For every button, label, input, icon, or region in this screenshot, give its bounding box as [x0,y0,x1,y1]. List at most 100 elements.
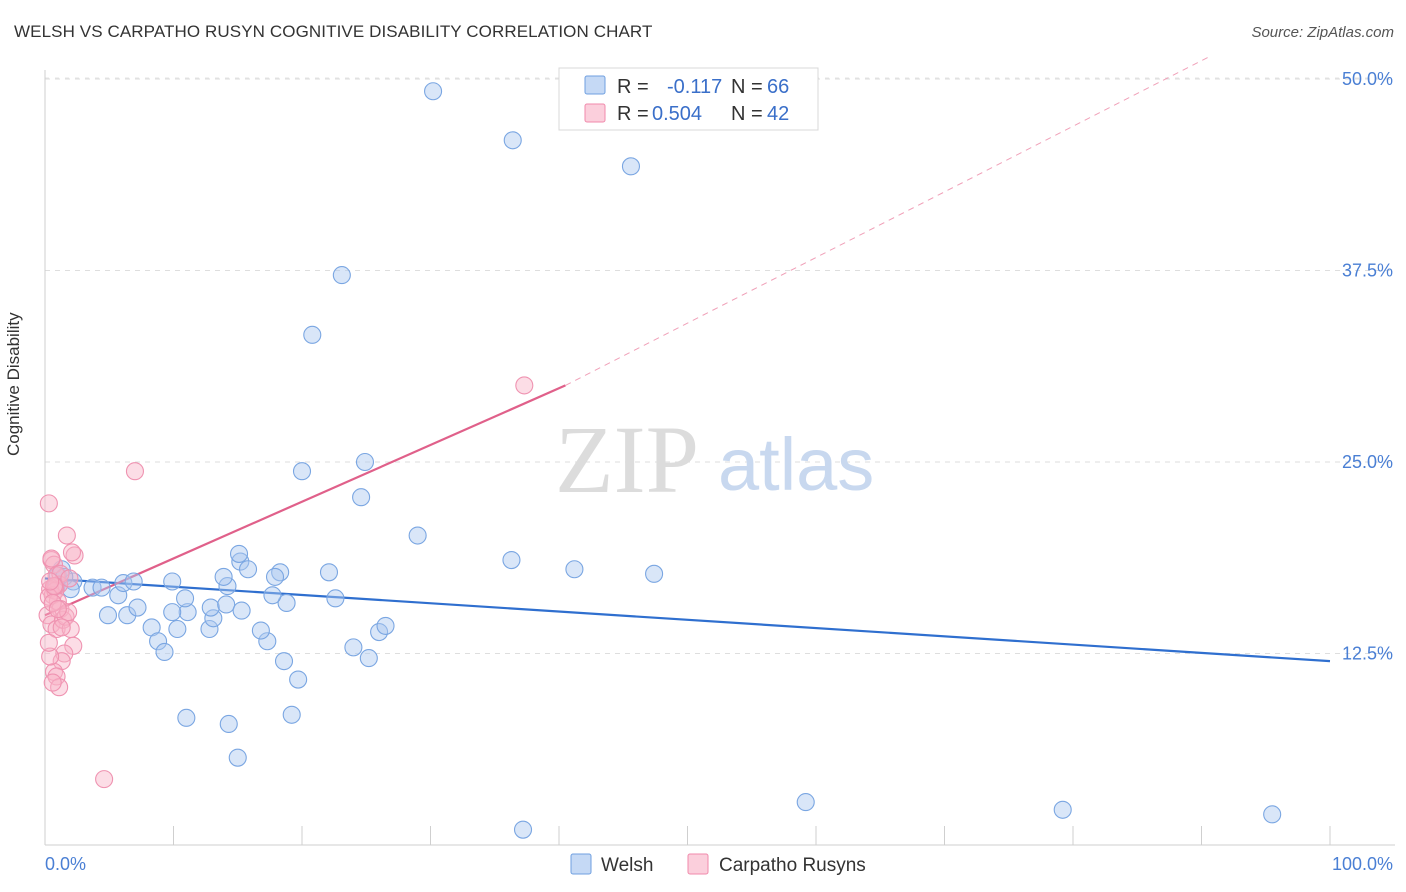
welsh-r-value: -0.117 [667,76,722,98]
legend-welsh-label: Welsh [601,855,653,876]
welsh-point [92,578,111,597]
welsh-point [344,638,363,657]
welsh-point [149,632,168,651]
welsh-point [128,598,147,617]
welsh-n-label: N = [731,76,763,98]
rusyn-point [42,549,61,568]
welsh-point [177,708,196,727]
welsh-point [263,586,282,605]
welsh-point [355,452,375,472]
welsh-point [376,616,395,635]
welsh-point [1263,805,1282,824]
rusyn-point [50,678,69,697]
watermark-atlas: atlas [718,423,874,506]
welsh-point [201,598,220,617]
welsh-point [219,714,238,734]
legend-rusyn-swatch [687,853,709,875]
rusyn-point [57,526,76,545]
watermark: ZIP atlas [555,406,874,513]
rusyn-point [43,673,62,692]
rusyn-point [52,618,71,637]
y-tick-label: 25.0% [1342,452,1393,472]
welsh-point [238,560,258,579]
welsh-point [218,577,237,596]
rusyn-n-label: N = [731,103,763,125]
welsh-point [277,593,296,612]
welsh-point [303,325,322,344]
rusyn-r-label: R = [617,103,649,125]
rusyn-point [95,770,114,789]
axes [44,70,1395,846]
y-tick-label: 50.0% [1342,69,1393,89]
rusyn-point [125,462,144,481]
welsh-point [424,82,443,101]
series-legend: Welsh Carpatho Rusyns [570,853,866,876]
welsh-point [214,567,233,586]
welsh-point [565,560,584,579]
welsh-point [155,642,174,662]
welsh-swatch [584,75,606,95]
chart-title: WELSH VS CARPATHO RUSYN COGNITIVE DISABI… [14,22,653,41]
welsh-point [503,131,522,150]
rusyn-trend-line [44,384,566,617]
tick-labels: 12.5% 25.0% 37.5% 50.0% 0.0% 100.0% [45,69,1393,874]
x-tick-label-min: 0.0% [45,854,86,874]
welsh-point [204,609,223,628]
welsh-point [200,619,219,639]
rusyn-point [41,572,60,591]
legend-welsh-swatch [570,853,592,875]
welsh-point [282,705,301,724]
welsh-point [258,632,277,651]
welsh-point [228,748,247,767]
welsh-point [502,550,521,570]
welsh-r-label: R = [617,76,649,98]
welsh-point [645,564,664,583]
trend-lines [44,55,1331,663]
welsh-n-value: 66 [767,76,789,98]
welsh-point [176,589,195,608]
welsh-point [408,526,427,545]
welsh-point [178,603,197,622]
welsh-point [98,606,118,625]
x-tick-label-max: 100.0% [1332,854,1393,874]
watermark-zip: ZIP [555,406,699,513]
welsh-point [326,589,345,608]
welsh-point [292,462,312,481]
welsh-point [513,820,533,839]
legend-rusyn-label: Carpatho Rusyns [719,855,866,876]
rusyn-n-value: 42 [767,103,789,125]
welsh-point [217,595,236,614]
rusyn-point [515,376,534,395]
welsh-point [265,567,285,586]
rusyn-point [39,494,58,513]
welsh-point [118,606,137,625]
welsh-point [229,544,249,563]
welsh-point [796,793,815,812]
welsh-point [163,603,182,622]
y-tick-label: 37.5% [1342,261,1393,281]
welsh-point [332,266,351,285]
stats-legend: R = -0.117 N = 66 R = 0.504 N = 42 [558,67,819,131]
rusyn-point [39,633,58,652]
welsh-trend-line [44,577,1331,663]
welsh-point [163,572,182,591]
welsh-point [319,563,339,582]
data-points [38,82,1282,839]
rusyn-point [60,569,79,588]
welsh-point [124,572,143,591]
welsh-point [274,652,294,671]
rusyn-point [62,543,82,562]
grid-lines [45,77,1395,654]
rusyn-point [48,600,67,619]
source-label: Source: ZipAtlas.com [1251,24,1394,41]
welsh-point [289,670,308,689]
welsh-point [232,601,251,620]
rusyn-point [41,647,60,666]
rusyn-r-value: 0.504 [652,103,702,125]
welsh-point [231,552,250,571]
rusyn-swatch [584,103,606,123]
welsh-point [251,621,270,640]
welsh-point [168,619,187,639]
y-tick-label: 12.5% [1342,644,1393,664]
